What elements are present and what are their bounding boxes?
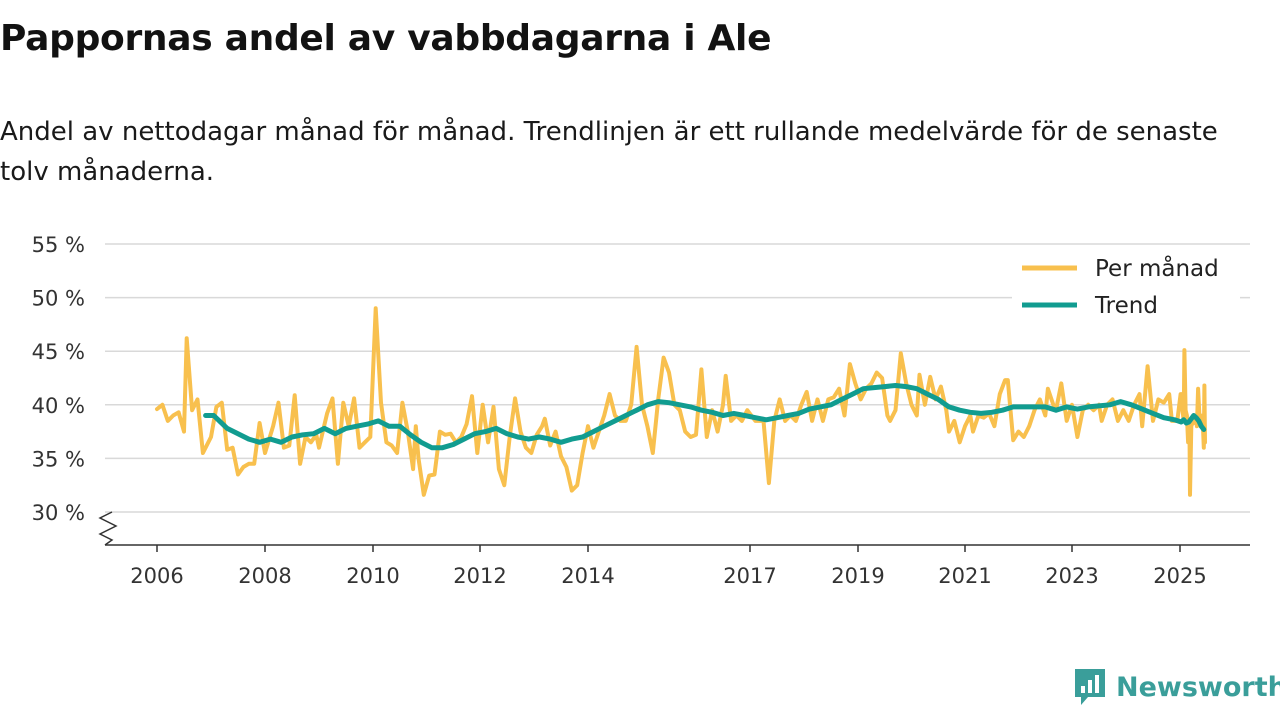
brand-logo: Newsworthy [1072,666,1280,708]
x-tick-label-2008: 2008 [238,564,291,588]
y-axis: 30 % 35 % 40 % 45 % 50 % 55 % [32,233,118,546]
x-tick-label-2021: 2021 [938,564,991,588]
y-tick-label-30: 30 % [32,501,85,525]
x-tick-label-2006: 2006 [130,564,183,588]
legend-label-per-manad: Per månad [1095,254,1219,282]
x-tick-label-2019: 2019 [831,564,884,588]
x-tick-label-2023: 2023 [1045,564,1098,588]
x-tick-label-2017: 2017 [723,564,776,588]
x-tick-label-2010: 2010 [346,564,399,588]
brand-name: Newsworthy [1116,671,1280,703]
series-line-trend [203,383,1207,451]
y-tick-label-55: 55 % [32,233,85,257]
legend-label-trend: Trend [1094,293,1158,319]
newsworthy-logo-icon [1075,669,1105,705]
y-tick-label-50: 50 % [32,287,85,311]
x-axis: 2006 2008 2010 2012 2014 2017 2019 2021 2023 2025 [105,544,1250,588]
y-axis-break-icon [98,511,118,546]
chart-title: Pappornas andel av vabbdagarna i Ale [0,18,772,59]
series-lines [155,306,1207,497]
legend: Per månad Trend [1012,250,1240,324]
x-tick-label-2012: 2012 [453,564,506,588]
series-line-per-manad [155,306,1207,497]
legend-background [1012,250,1240,324]
y-tick-label-35: 35 % [32,447,85,471]
x-tick-label-2025: 2025 [1153,564,1206,588]
y-tick-label-40: 40 % [32,394,85,418]
y-tick-label-45: 45 % [32,340,85,364]
x-tick-label-2014: 2014 [561,564,614,588]
chart-subtitle: Andel av nettodagar månad för månad. Tre… [0,117,1218,187]
